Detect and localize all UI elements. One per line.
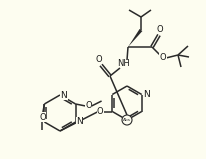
Text: NH: NH	[118, 59, 130, 69]
Text: O: O	[85, 101, 92, 111]
Circle shape	[122, 115, 132, 125]
Polygon shape	[128, 29, 142, 47]
Text: O: O	[96, 55, 102, 65]
Text: N: N	[61, 90, 67, 100]
Text: O: O	[157, 25, 163, 35]
Text: O: O	[160, 53, 166, 62]
Text: N: N	[143, 90, 150, 99]
Text: O: O	[39, 113, 46, 121]
Text: N: N	[76, 118, 83, 127]
Text: O: O	[97, 107, 104, 116]
Text: Abs: Abs	[123, 118, 131, 122]
